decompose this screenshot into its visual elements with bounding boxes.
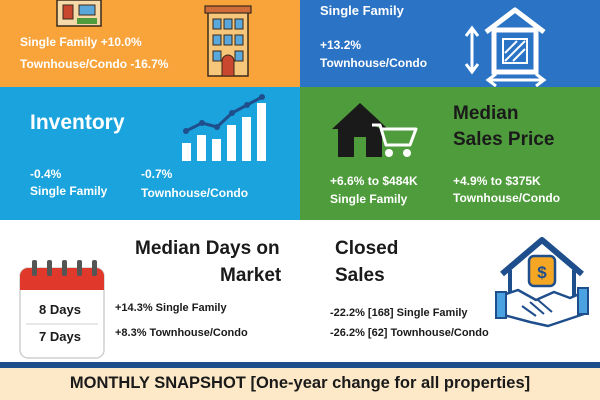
dom-tc-days: 7 Days — [39, 329, 81, 344]
inventory-panel: Inventory -0.4% Single Family -0.7% Town… — [0, 87, 300, 220]
house-partial-icon — [56, 0, 102, 27]
new-listings-townhouse: Townhouse/Condo -16.7% — [20, 57, 169, 71]
closed-sales-tc-change: -26.2% [62] Townhouse/Condo — [330, 327, 489, 339]
inventory-tc-label: Townhouse/Condo — [141, 186, 249, 200]
closed-sales-sf-change: -22.2% [168] Single Family — [330, 307, 468, 319]
dom-title-line1: Median Days on — [135, 238, 280, 259]
footer-rule — [0, 362, 600, 368]
median-price-sf-label: Single Family — [330, 192, 408, 206]
calendar-icon — [19, 260, 105, 359]
sqft-townhouse-label: Townhouse/Condo — [320, 56, 428, 70]
inventory-sf-change: -0.4% — [30, 167, 62, 181]
median-price-title-line1: Median — [453, 103, 519, 124]
price-per-sqft-panel: Single Family +13.2% Townhouse/Condo — [300, 0, 600, 87]
closed-sales-title-line1: Closed — [335, 238, 399, 259]
inventory-title: Inventory — [30, 111, 125, 134]
median-price-tc-change: +4.9% to $375K — [453, 174, 541, 188]
dom-title-line2: Market — [220, 265, 282, 286]
svg-text:$: $ — [537, 263, 547, 282]
median-price-panel: Median Sales Price +6.6% to $484K Single… — [300, 87, 600, 220]
sqft-single-family-label: Single Family — [320, 3, 404, 18]
median-price-title-line2: Sales Price — [453, 129, 555, 150]
dom-tc-change: +8.3% Townhouse/Condo — [115, 327, 248, 339]
inventory-tc-change: -0.7% — [141, 167, 173, 181]
footer-text: MONTHLY SNAPSHOT [One-year change for al… — [69, 374, 531, 392]
new-listings-panel: Single Family +10.0% Townhouse/Condo -16… — [0, 0, 300, 87]
house-square-footage-icon — [464, 7, 547, 87]
dom-sf-days: 8 Days — [39, 302, 81, 317]
new-listings-single-family: Single Family +10.0% — [20, 35, 142, 49]
median-price-sf-change: +6.6% to $484K — [330, 174, 418, 188]
footer: MONTHLY SNAPSHOT [One-year change for al… — [0, 368, 600, 400]
dom-sf-change: +14.3% Single Family — [115, 302, 227, 314]
sqft-townhouse-change: +13.2% — [320, 38, 362, 52]
house-handshake-icon: $ — [495, 237, 589, 328]
apartment-building-icon — [204, 5, 252, 77]
rising-bar-chart-icon — [182, 94, 266, 161]
house-shopping-cart-icon — [332, 103, 418, 157]
bottom-section: 8 Days 7 Days Median Days on Market +14.… — [0, 220, 600, 362]
inventory-sf-label: Single Family — [30, 184, 108, 198]
median-price-tc-label: Townhouse/Condo — [453, 191, 561, 205]
closed-sales-title-line2: Sales — [335, 265, 385, 286]
